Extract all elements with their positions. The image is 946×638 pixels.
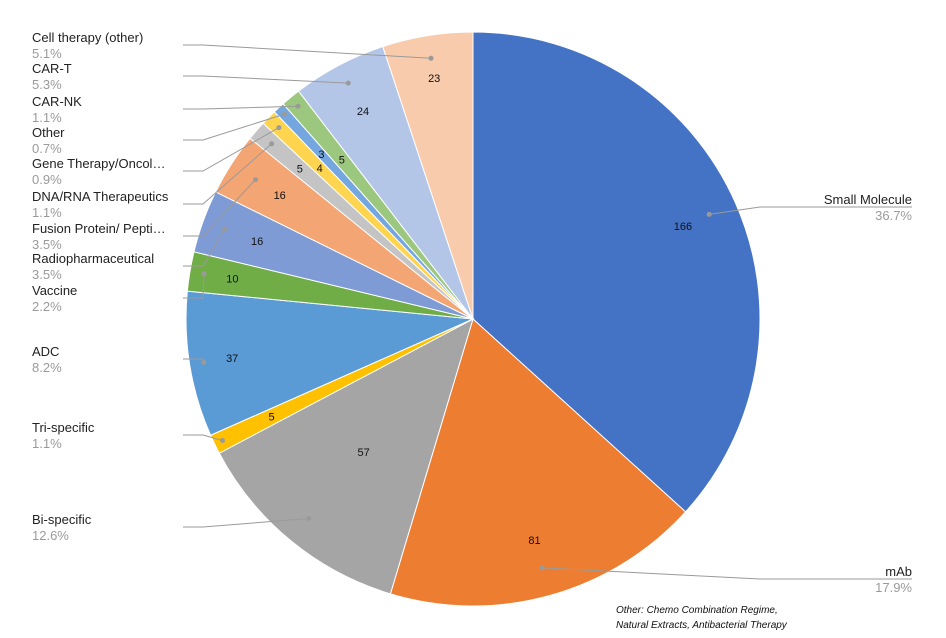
category-percent-label: 17.9% [875, 580, 912, 595]
pie-slice [382, 31, 474, 320]
leader-dot [428, 55, 434, 61]
slice-value-label: 24 [357, 106, 369, 118]
category-percent-label: 1.1% [32, 436, 62, 451]
pie-slice [389, 318, 687, 607]
category-name-label: Fusion Protein/ Pepti… [32, 221, 166, 236]
leader-dot [253, 177, 258, 183]
leader-line [183, 434, 223, 441]
category-percent-label: 5.1% [32, 46, 62, 61]
slice-value-label: 81 [528, 535, 540, 547]
slice-value-label: 4 [317, 163, 323, 175]
leader-line [183, 179, 256, 237]
category-percent-label: 8.2% [32, 360, 62, 375]
leader-dot [282, 111, 287, 117]
category-percent-label: 5.3% [32, 77, 62, 92]
footnote: Other: Chemo Combination Regime, Natural… [616, 605, 787, 631]
leader-dot [220, 438, 225, 443]
leader-line [183, 228, 226, 267]
leader-dot [222, 226, 228, 232]
leader-line [183, 113, 285, 141]
category-name-label: Gene Therapy/Oncol… [32, 156, 165, 171]
leader-dot [706, 211, 712, 217]
leader-line [183, 518, 310, 528]
leader-dot [539, 565, 545, 571]
pie-slice [218, 317, 474, 595]
slice-value-label: 10 [226, 274, 238, 286]
category-name-label: Cell therapy (other) [32, 30, 143, 45]
leader-line [183, 44, 432, 59]
leader-dot [269, 141, 275, 147]
slice-value-label: 37 [226, 353, 238, 365]
leader-dot [201, 271, 207, 277]
category-name-label: Radiopharmaceutical [32, 251, 154, 266]
category-name-label: CAR-NK [32, 94, 82, 109]
category-percent-label: 36.7% [875, 208, 912, 223]
leader-line [183, 105, 299, 110]
category-percent-label: 12.6% [32, 528, 69, 543]
leader-line [183, 143, 272, 205]
slice-value-label: 5 [269, 412, 275, 424]
leader-lines [183, 44, 912, 580]
leader-dot [295, 103, 301, 109]
category-percent-label: 2.2% [32, 299, 62, 314]
leader-dot [276, 125, 282, 131]
slice-value-label: 23 [428, 73, 440, 85]
category-name-label: mAb [885, 564, 912, 579]
category-name-label: Small Molecule [824, 192, 912, 207]
leader-dot [201, 359, 207, 365]
category-name-label: Bi-specific [32, 512, 92, 527]
category-percent-label: 1.1% [32, 205, 62, 220]
category-name-label: CAR-T [32, 61, 72, 76]
slice-value-label: 3 [318, 149, 324, 161]
leader-dot [345, 80, 351, 86]
slice-value-label: 57 [357, 447, 369, 459]
category-percent-label: 0.7% [32, 141, 62, 156]
slice-value-label: 5 [339, 154, 345, 166]
leader-line [183, 273, 205, 299]
category-name-label: Vaccine [32, 283, 77, 298]
value-labels: 166 81 57 5 37 10 16 16 5 4 3 5 24 23 [226, 73, 692, 547]
pie-slices [185, 31, 761, 607]
slice-value-label: 16 [251, 236, 263, 248]
leader-line [542, 567, 912, 580]
leader-line [183, 75, 349, 84]
slice-value-label: 166 [674, 221, 692, 233]
category-name-label: Tri-specific [32, 420, 95, 435]
category-percent-label: 1.1% [32, 110, 62, 125]
pie-slice [472, 31, 761, 513]
category-percent-label: 3.5% [32, 237, 62, 252]
slice-value-label: 16 [274, 190, 286, 202]
category-name-label: ADC [32, 344, 59, 359]
leader-dot [306, 516, 312, 521]
leader-line [709, 206, 912, 215]
category-percent-label: 0.9% [32, 172, 62, 187]
leader-line [183, 127, 280, 172]
category-percent-label: 3.5% [32, 267, 62, 282]
slice-value-label: 5 [297, 163, 303, 175]
category-name-label: DNA/RNA Therapeutics [32, 189, 169, 204]
category-name-label: Other [32, 125, 65, 140]
